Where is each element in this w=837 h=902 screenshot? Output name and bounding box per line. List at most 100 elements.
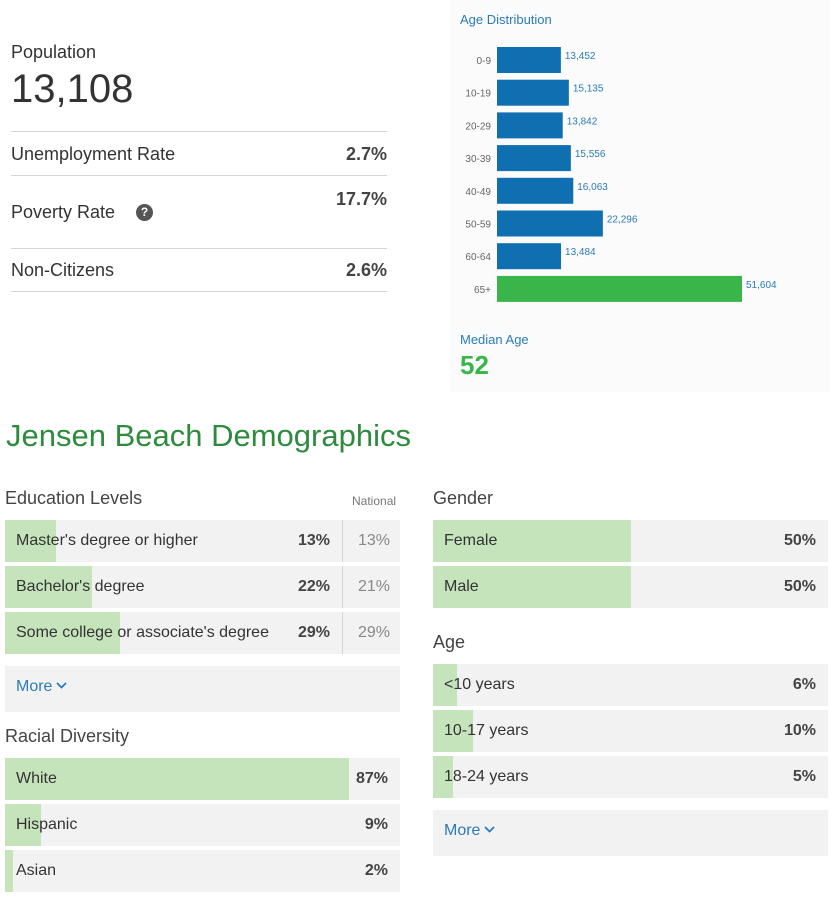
- age-row-label: <10 years: [444, 676, 515, 693]
- race-bar-fill: [5, 850, 13, 892]
- age-row-value: 10%: [783, 722, 816, 739]
- age-bar-fill: [433, 664, 457, 706]
- national-column-label: National: [352, 494, 397, 508]
- non-citizens-value: 2.6%: [345, 260, 387, 280]
- gender-row-label: Female: [444, 532, 498, 549]
- education-row-bachelors: Bachelor's degree 22% 21%: [5, 566, 400, 608]
- education-more-link[interactable]: More: [16, 678, 68, 696]
- education-national-cell: 13%: [342, 520, 400, 562]
- age-distribution-title: Age Distribution: [460, 12, 552, 27]
- racial-diversity-title: Racial Diversity: [5, 726, 130, 746]
- gender-row-label: Male: [444, 578, 479, 595]
- age-tick-label: 40-49: [465, 187, 491, 198]
- chevron-down-icon: [484, 826, 496, 833]
- education-bar-fill: [5, 566, 92, 608]
- gender-row-male: Male 50%: [433, 566, 828, 608]
- age-tick-label: 10-19: [465, 89, 491, 100]
- age-bar: [497, 47, 561, 73]
- age-bar: [497, 145, 571, 172]
- gender-title: Gender: [433, 488, 494, 508]
- race-row-value: 87%: [355, 770, 388, 787]
- age-row-value: 6%: [792, 676, 816, 693]
- race-row-white: White 87%: [5, 758, 400, 800]
- age-row-label: 10-17 years: [444, 722, 529, 739]
- education-national-cell: 29%: [342, 612, 400, 654]
- unemployment-rate-label: Unemployment Rate: [11, 144, 176, 164]
- demographics-title: Jensen Beach Demographics: [6, 418, 411, 453]
- education-row-some-college: Some college or associate's degree 29% 2…: [5, 612, 400, 654]
- education-national-value: 13%: [357, 532, 390, 549]
- age-bar: [497, 112, 563, 139]
- age-bar-value-label: 13,842: [567, 116, 598, 127]
- gender-row-value: 50%: [783, 578, 816, 595]
- education-row-masters: Master's degree or higher 13% 13%: [5, 520, 400, 562]
- non-citizens-row: Non-Citizens 2.6%: [11, 248, 387, 292]
- age-bar: [497, 243, 562, 270]
- education-row-value: 29%: [297, 624, 330, 641]
- unemployment-rate-value: 2.7%: [345, 144, 387, 164]
- age-more-link[interactable]: More: [444, 822, 496, 840]
- education-row-label: Master's degree or higher: [16, 532, 198, 549]
- age-bar-value-label: 13,484: [565, 247, 596, 258]
- age-distribution-chart: 0-9 13,452 10-19 15,135 20-29 13,842 30-39 15,5…: [465, 47, 777, 302]
- race-bar-fill: [5, 804, 41, 846]
- age-bar-value-label: 51,604: [746, 280, 777, 291]
- race-row-value: 9%: [364, 816, 388, 833]
- non-citizens-label: Non-Citizens: [11, 260, 115, 280]
- age-distribution-panel: 0-9 13,452 10-19 15,135 20-29 13,842 30-39 15,5…: [450, 0, 830, 392]
- population-value: 13,108: [11, 67, 134, 111]
- gender-row-female: Female 50%: [433, 520, 828, 562]
- poverty-rate-label: Poverty Rate: [11, 202, 116, 222]
- education-levels-title: Education Levels: [5, 488, 143, 508]
- age-bar-value-label: 22,296: [607, 215, 638, 226]
- age-tick-label: 20-29: [465, 121, 491, 132]
- age-row-label: 18-24 years: [444, 768, 529, 785]
- age-bar-value-label: 15,135: [573, 84, 604, 95]
- education-national-cell: 21%: [342, 566, 400, 608]
- age-bar-fill: [433, 756, 453, 798]
- education-row-value: 22%: [297, 578, 330, 595]
- population-summary: Population 13,108 Unemployment Rate 2.7%…: [11, 40, 387, 292]
- chevron-down-icon: [56, 682, 68, 689]
- age-row-value: 5%: [792, 768, 816, 785]
- age-title: Age: [433, 632, 466, 652]
- age-row-10-17: 10-17 years 10%: [433, 710, 828, 752]
- more-label: More: [16, 678, 53, 695]
- age-bar: [497, 210, 603, 237]
- race-row-value: 2%: [364, 862, 388, 879]
- median-age-label: Median Age: [460, 332, 529, 347]
- gender-bar-fill: [433, 520, 631, 562]
- poverty-rate-row: Poverty Rate ? 17.7%: [11, 175, 387, 248]
- age-tick-label: 65+: [474, 285, 491, 296]
- median-age-value: 52: [460, 350, 489, 380]
- age-bar-value-label: 15,556: [575, 149, 606, 160]
- age-bar-value-label: 16,063: [577, 182, 608, 193]
- race-row-label: Asian: [16, 862, 57, 879]
- race-row-asian: Asian 2%: [5, 850, 400, 892]
- age-bar: [497, 79, 569, 106]
- age-tick-label: 60-64: [465, 252, 491, 263]
- education-national-value: 29%: [357, 624, 390, 641]
- education-row-label: Some college or associate's degree: [16, 624, 269, 641]
- education-national-value: 21%: [357, 578, 390, 595]
- education-row-label: Bachelor's degree: [16, 578, 145, 595]
- population-label: Population: [11, 42, 97, 62]
- age-tick-label: 0-9: [477, 56, 492, 67]
- race-row-hispanic: Hispanic 9%: [5, 804, 400, 846]
- unemployment-rate-row: Unemployment Rate 2.7%: [11, 131, 387, 175]
- education-row-value: 13%: [297, 532, 330, 549]
- question-circle-icon[interactable]: ?: [136, 204, 153, 221]
- age-row-18-24: 18-24 years 5%: [433, 756, 828, 798]
- education-bar-fill: [5, 520, 57, 562]
- more-label: More: [444, 822, 481, 839]
- gender-bar-fill: [433, 566, 631, 608]
- age-bar: [497, 177, 574, 204]
- age-bar-fill: [433, 710, 473, 752]
- age-tick-label: 30-39: [465, 154, 491, 165]
- race-row-label: Hispanic: [16, 816, 78, 833]
- age-row-under-10: <10 years 6%: [433, 664, 828, 706]
- education-more-box: More: [5, 666, 400, 712]
- age-more-box: More: [433, 810, 828, 856]
- age-tick-label: 50-59: [465, 220, 491, 231]
- education-bar-fill: [5, 612, 120, 654]
